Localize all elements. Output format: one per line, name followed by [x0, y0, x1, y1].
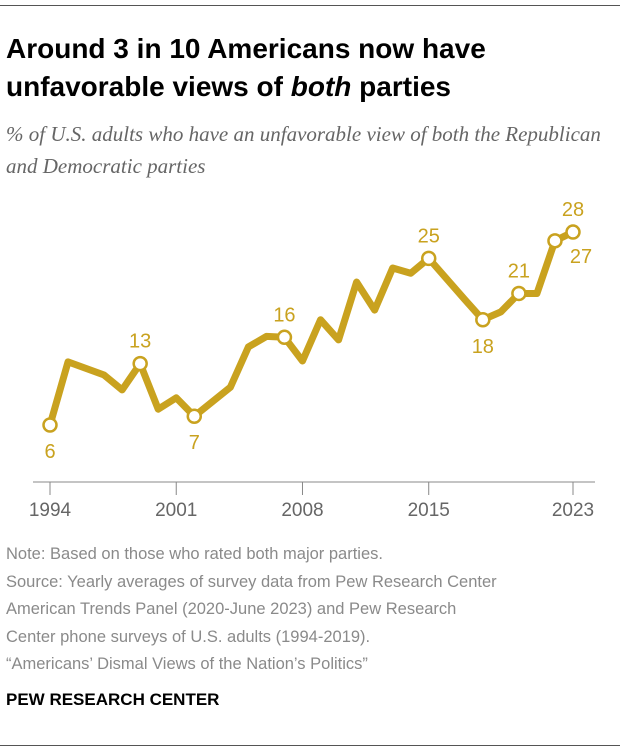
data-label: 21 — [508, 260, 530, 282]
data-point-marker — [475, 312, 491, 328]
data-label: 25 — [418, 225, 440, 247]
notes: Note: Based on those who rated both majo… — [6, 541, 497, 679]
chart-title: Around 3 in 10 Americans now have unfavo… — [6, 30, 486, 106]
note-line: Note: Based on those who rated both majo… — [6, 545, 383, 563]
data-label: 13 — [129, 331, 151, 353]
data-label: 7 — [189, 432, 200, 454]
report-title: “Americans’ Dismal Views of the Nation’s… — [6, 655, 368, 673]
data-point-marker — [511, 285, 527, 302]
data-label: 27 — [570, 246, 592, 268]
x-tick-label: 2015 — [408, 500, 450, 521]
title-line-1: Around 3 in 10 Americans now have — [6, 33, 486, 64]
data-point-marker — [565, 224, 581, 240]
data-point-marker — [276, 329, 293, 346]
source-line: Source: Yearly averages of survey data f… — [6, 572, 497, 591]
x-tick-label: 2008 — [281, 500, 323, 521]
brand-logo-text: PEW RESEARCH CENTER — [6, 690, 220, 709]
data-point-marker — [42, 417, 58, 433]
data-label: 16 — [273, 304, 295, 326]
data-point-marker — [547, 233, 563, 249]
source-line: American Trends Panel (2020-June 2023) a… — [6, 600, 457, 618]
title-line-2a: unfavorable views of — [6, 71, 291, 102]
data-label: 6 — [44, 441, 55, 463]
title-emphasis: both — [290, 71, 352, 102]
data-point-marker — [186, 408, 203, 424]
x-tick-label: 2023 — [552, 500, 594, 521]
data-label: 28 — [562, 199, 584, 221]
data-label: 18 — [472, 336, 494, 358]
chart-subtitle: % of U.S. adults who have an unfavorable… — [6, 122, 601, 178]
data-point-marker — [420, 250, 437, 267]
line-chart: 1994 2001 2008 2015 2023 6 13 7 16 25 18 21 27 28 — [29, 199, 595, 521]
series-line — [46, 228, 577, 429]
top-rule — [0, 5, 620, 6]
bottom-rule — [0, 745, 620, 746]
x-tick-label: 2001 — [155, 500, 197, 521]
source-line: Center phone surveys of U.S. adults (199… — [6, 627, 371, 646]
title-line-2b: parties — [351, 71, 451, 102]
x-tick-label: 1994 — [29, 500, 72, 521]
data-point-marker — [132, 355, 148, 372]
